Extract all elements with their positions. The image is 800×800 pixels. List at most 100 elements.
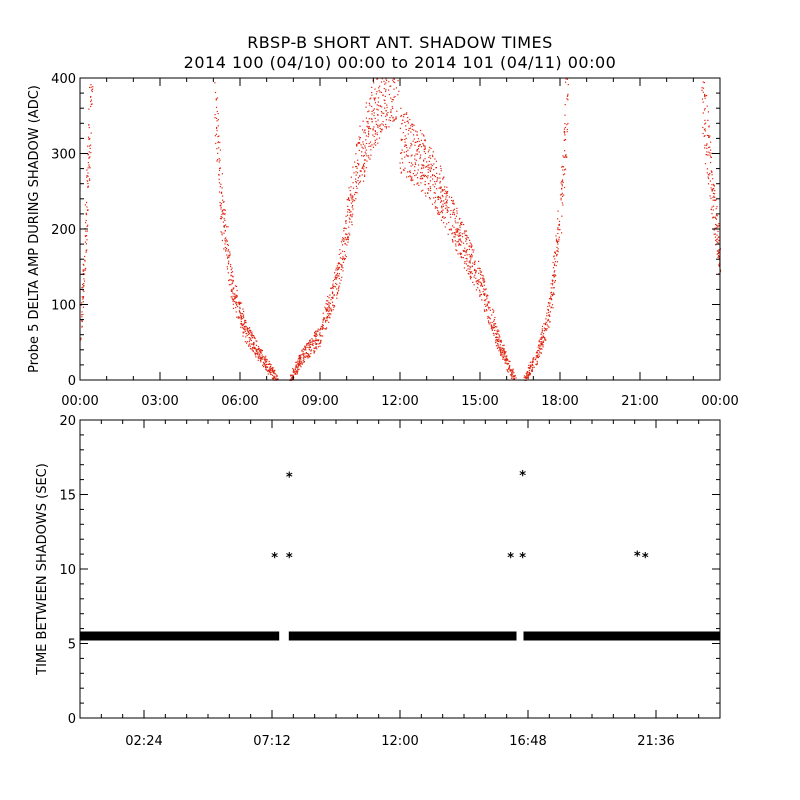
data-point (356, 187, 358, 189)
data-point (423, 139, 426, 141)
data-point (359, 175, 361, 177)
data-point (440, 219, 443, 221)
data-point (364, 175, 366, 177)
outlier-point: * (286, 471, 293, 486)
data-point (235, 302, 237, 304)
data-point (351, 215, 353, 217)
data-point (82, 297, 84, 299)
data-point (566, 131, 568, 133)
data-point (564, 168, 567, 170)
data-point (239, 302, 241, 304)
data-point (417, 177, 419, 179)
data-point (325, 310, 327, 312)
data-point (220, 204, 222, 206)
data-point (409, 127, 411, 129)
data-point (565, 138, 567, 141)
data-point (381, 112, 383, 114)
data-point (292, 369, 295, 371)
data-point (238, 303, 241, 306)
data-point (239, 312, 241, 314)
data-point (315, 346, 317, 348)
data-point (240, 318, 242, 320)
data-point (301, 361, 303, 363)
data-point (224, 230, 226, 232)
data-point (383, 88, 385, 90)
data-point (328, 304, 330, 306)
data-point (506, 359, 508, 361)
data-point (507, 371, 509, 373)
data-point (367, 111, 369, 113)
data-point (502, 356, 505, 358)
data-point (452, 199, 454, 202)
data-point (217, 125, 219, 127)
data-point (365, 149, 367, 151)
data-point (327, 309, 329, 311)
data-point (312, 339, 314, 341)
data-point (331, 291, 334, 293)
y-tick-label: 15 (59, 489, 76, 504)
data-point (711, 152, 713, 154)
data-point (306, 353, 308, 355)
data-point (710, 187, 712, 189)
data-point (319, 332, 321, 334)
data-point (231, 267, 233, 269)
data-point (256, 351, 258, 353)
data-point (352, 196, 354, 198)
data-point (468, 261, 470, 263)
data-point (527, 371, 529, 373)
data-point (218, 182, 221, 184)
data-point (550, 292, 552, 294)
data-point (251, 331, 253, 333)
data-point (488, 308, 490, 310)
data-point (539, 338, 541, 340)
baseline-band (79, 631, 280, 641)
data-point (710, 149, 712, 151)
data-point (710, 208, 712, 211)
data-point (251, 343, 253, 345)
data-point (223, 209, 225, 211)
data-point (365, 167, 367, 169)
data-point (240, 317, 242, 319)
data-point (82, 263, 84, 265)
data-point (259, 357, 261, 359)
data-point (338, 275, 340, 277)
data-point (409, 175, 411, 177)
data-point (536, 362, 538, 364)
data-point (308, 353, 310, 355)
data-point (410, 125, 412, 127)
data-point (300, 359, 302, 361)
data-point (498, 330, 500, 332)
data-point (544, 339, 546, 341)
data-point (257, 359, 259, 361)
data-point (441, 207, 443, 209)
data-point (468, 273, 470, 275)
data-point (469, 256, 471, 258)
data-point (326, 320, 328, 322)
outlier-point: * (642, 551, 649, 566)
data-point (336, 265, 338, 267)
data-point (368, 118, 370, 120)
data-point (219, 141, 221, 144)
data-point (417, 145, 420, 147)
data-point (456, 227, 458, 230)
data-point (220, 206, 222, 208)
data-point (85, 235, 87, 238)
data-point (312, 344, 314, 347)
data-point (455, 243, 457, 245)
data-point (231, 290, 233, 292)
data-point (482, 291, 484, 293)
data-point (373, 82, 375, 84)
data-point (442, 215, 444, 218)
data-point (400, 171, 403, 173)
data-point (410, 179, 412, 181)
data-point (325, 309, 327, 311)
data-point (224, 238, 226, 240)
data-point (333, 285, 335, 287)
data-point (503, 353, 505, 355)
data-point (376, 104, 378, 106)
data-point (384, 126, 386, 128)
data-point (357, 177, 359, 179)
data-point (541, 325, 544, 327)
data-point (362, 141, 364, 143)
data-point (716, 241, 718, 243)
